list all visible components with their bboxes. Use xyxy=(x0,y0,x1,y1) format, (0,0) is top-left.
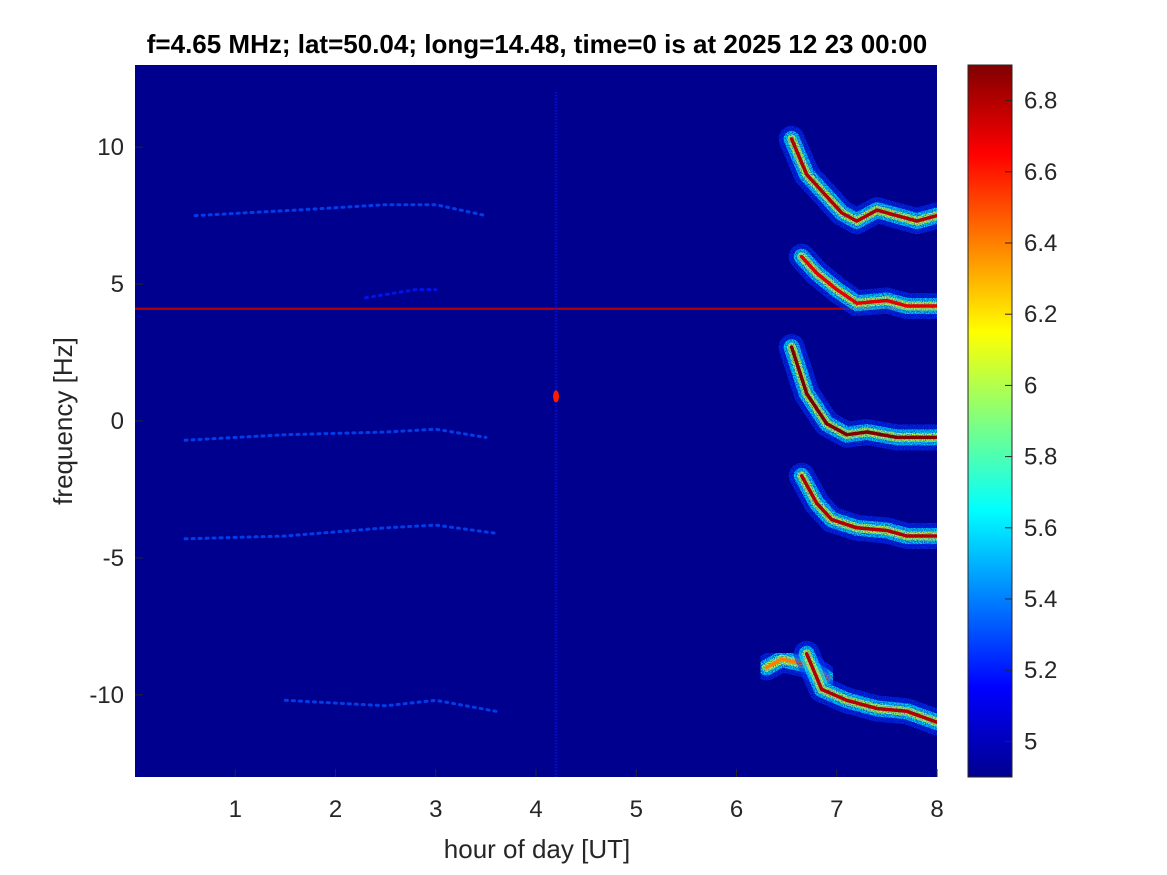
colorbar-tick-label: 5.8 xyxy=(1024,444,1057,471)
spectrogram-features xyxy=(135,92,937,777)
colorbar-tick-label: 5.2 xyxy=(1024,657,1057,684)
blob-2 xyxy=(553,390,560,403)
faint-trace-3 xyxy=(193,203,488,218)
dispersive-trace-9 xyxy=(788,243,937,319)
colorbar-tick-label: 5.6 xyxy=(1024,515,1057,542)
y-tick-label: 5 xyxy=(111,271,124,298)
colorbar xyxy=(967,64,1013,778)
dispersive-trace-10 xyxy=(778,334,937,451)
colorbar-tick-label: 6.4 xyxy=(1024,230,1057,257)
y-tick-label: 0 xyxy=(111,408,124,435)
colorbar-tick-label: 5 xyxy=(1024,728,1037,755)
colorbar-tick-label: 6 xyxy=(1024,372,1037,399)
y-tick-label: -5 xyxy=(103,545,124,572)
x-tick-label: 3 xyxy=(429,796,442,823)
x-axis-label: hour of day [UT] xyxy=(444,834,630,864)
y-axis-label: frequency [Hz] xyxy=(48,337,78,505)
x-tick-label: 1 xyxy=(229,796,242,823)
faint-trace-5 xyxy=(183,427,488,442)
dispersive-trace-8 xyxy=(778,125,937,235)
x-tick-label: 6 xyxy=(730,796,743,823)
colorbar-tick-label: 6.8 xyxy=(1024,88,1057,115)
x-tick-label: 5 xyxy=(630,796,643,823)
x-tick-label: 4 xyxy=(529,796,542,823)
colorbar-tick-label: 6.2 xyxy=(1024,301,1057,328)
x-tick-label: 2 xyxy=(329,796,342,823)
colorbar-tick-label: 5.4 xyxy=(1024,586,1057,613)
y-tick-label: -10 xyxy=(89,682,124,709)
dispersive-trace-13 xyxy=(793,640,937,736)
y-tick-label: 10 xyxy=(97,134,124,161)
colorbar-tick-label: 6.6 xyxy=(1024,159,1057,186)
colorbar-ticks: 6.8 6.6 6.4 6.2 6 5.8 5.6 5.4 5.2 5 xyxy=(1005,88,1057,755)
x-tick-label: 8 xyxy=(930,796,943,823)
dispersive-trace-11 xyxy=(788,462,937,549)
faint-trace-4 xyxy=(364,288,438,300)
faint-trace-7 xyxy=(283,698,498,713)
x-tick-label: 7 xyxy=(830,796,843,823)
x-axis: 1 2 3 4 5 6 7 8 xyxy=(229,769,944,823)
chart-title: f=4.65 MHz; lat=50.04; long=14.48, time=… xyxy=(147,29,927,59)
y-axis: 10 5 0 -5 -10 xyxy=(89,134,143,709)
